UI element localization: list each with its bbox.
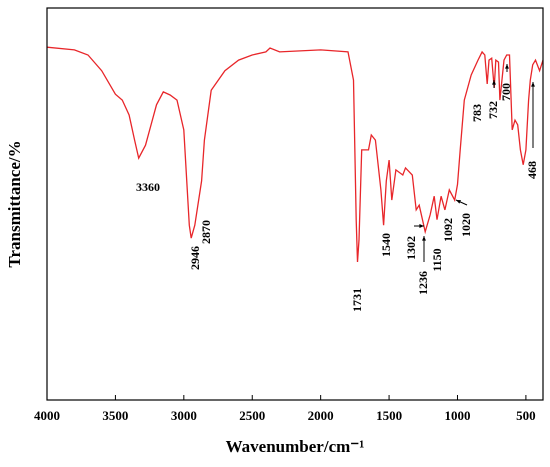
peak-label: 468 [525, 161, 539, 179]
x-tick-label: 2500 [239, 408, 265, 423]
peak-label: 1731 [350, 288, 364, 312]
x-tick-label: 3500 [102, 408, 128, 423]
peak-label: 783 [470, 104, 484, 122]
x-tick-label: 1500 [376, 408, 402, 423]
peak-label: 700 [499, 83, 513, 101]
peak-label: 1540 [379, 233, 393, 257]
arrow-head [422, 236, 426, 241]
x-axis-label: Wavenumber/cm⁻¹ [226, 437, 365, 456]
arrow-head [456, 200, 461, 204]
peak-label: 1150 [430, 248, 444, 271]
peak-label: 1020 [459, 213, 473, 237]
peak-label: 2870 [199, 220, 213, 244]
arrow-head [492, 80, 496, 85]
x-tick-label: 3000 [171, 408, 197, 423]
arrow-head [419, 224, 424, 228]
peak-label: 1092 [441, 218, 455, 242]
peak-label: 1302 [404, 236, 418, 260]
x-tick-label: 500 [516, 408, 536, 423]
peak-label: 2946 [188, 246, 202, 270]
arrow-head [505, 64, 509, 69]
y-axis-label: Transmittance/% [5, 140, 24, 267]
spectrum-line [46, 46, 544, 263]
arrow-head [531, 82, 535, 87]
peak-label: 1236 [416, 271, 430, 295]
plot-frame [46, 7, 544, 401]
x-tick-label: 4000 [34, 408, 60, 423]
peak-label: 3360 [136, 180, 160, 194]
x-tick-label: 1000 [444, 408, 470, 423]
peak-label: 732 [486, 101, 500, 119]
x-tick-label: 2000 [308, 408, 334, 423]
